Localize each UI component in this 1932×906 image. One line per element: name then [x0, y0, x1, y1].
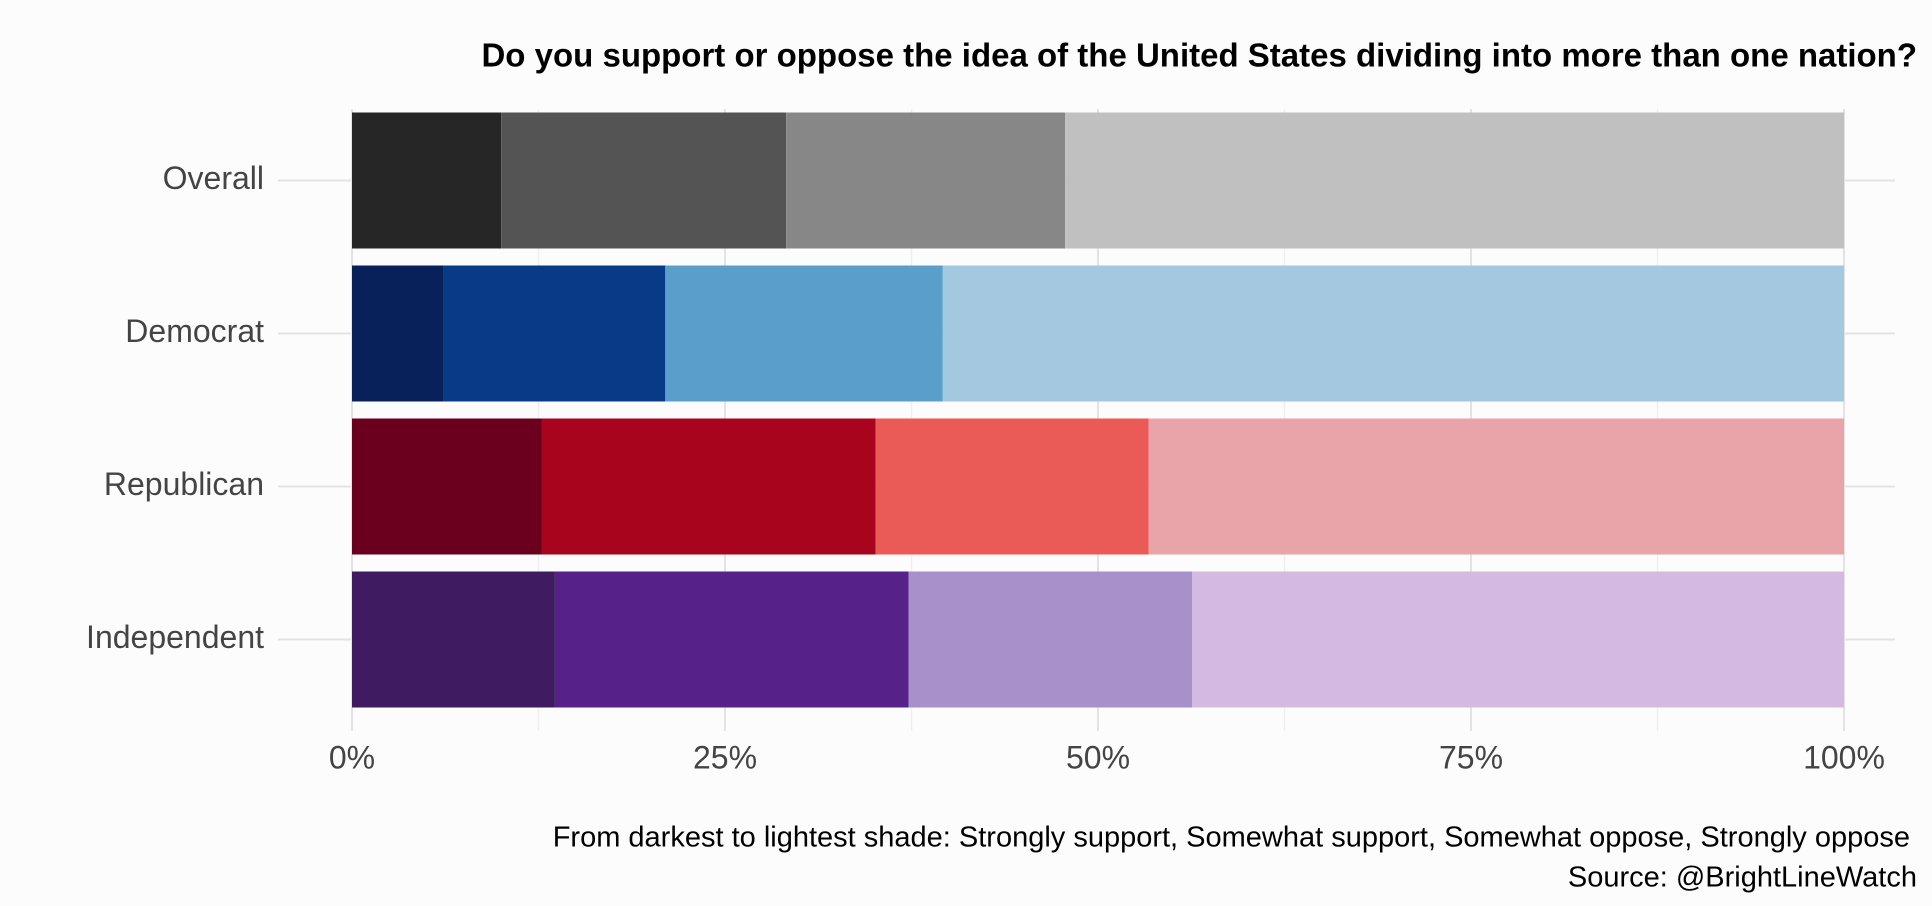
bar-segment [541, 418, 876, 555]
bar-segment [1191, 571, 1844, 708]
chart-title: Do you support or oppose the idea of the… [481, 37, 1917, 74]
bar-segment [352, 112, 502, 249]
y-tick-label: Independent [86, 619, 264, 655]
caption: From darkest to lightest shade: Strongly… [553, 822, 1910, 854]
bar-segment [501, 112, 787, 249]
bar-segment [554, 571, 909, 708]
bar-segment [942, 265, 1844, 402]
x-tick-label: 0% [329, 739, 375, 775]
x-tick-label: 75% [1439, 739, 1503, 775]
bar-segment [786, 112, 1066, 249]
x-tick-label: 25% [693, 739, 757, 775]
y-tick-label: Democrat [125, 313, 264, 349]
bar-segment [443, 265, 666, 402]
y-tick-label: Republican [104, 466, 264, 502]
x-tick-label: 50% [1066, 739, 1130, 775]
bar-segment [665, 265, 943, 402]
y-tick-label: Overall [163, 160, 264, 196]
bar-segment [352, 418, 542, 555]
bar-segment [875, 418, 1149, 555]
x-tick-label: 100% [1803, 739, 1885, 775]
bar-segment [908, 571, 1192, 708]
bar-segment [352, 265, 444, 402]
bar-segment [352, 571, 555, 708]
bar-segment [1148, 418, 1844, 555]
caption: Source: @BrightLineWatch [1568, 862, 1917, 894]
bar-segment [1065, 112, 1844, 249]
